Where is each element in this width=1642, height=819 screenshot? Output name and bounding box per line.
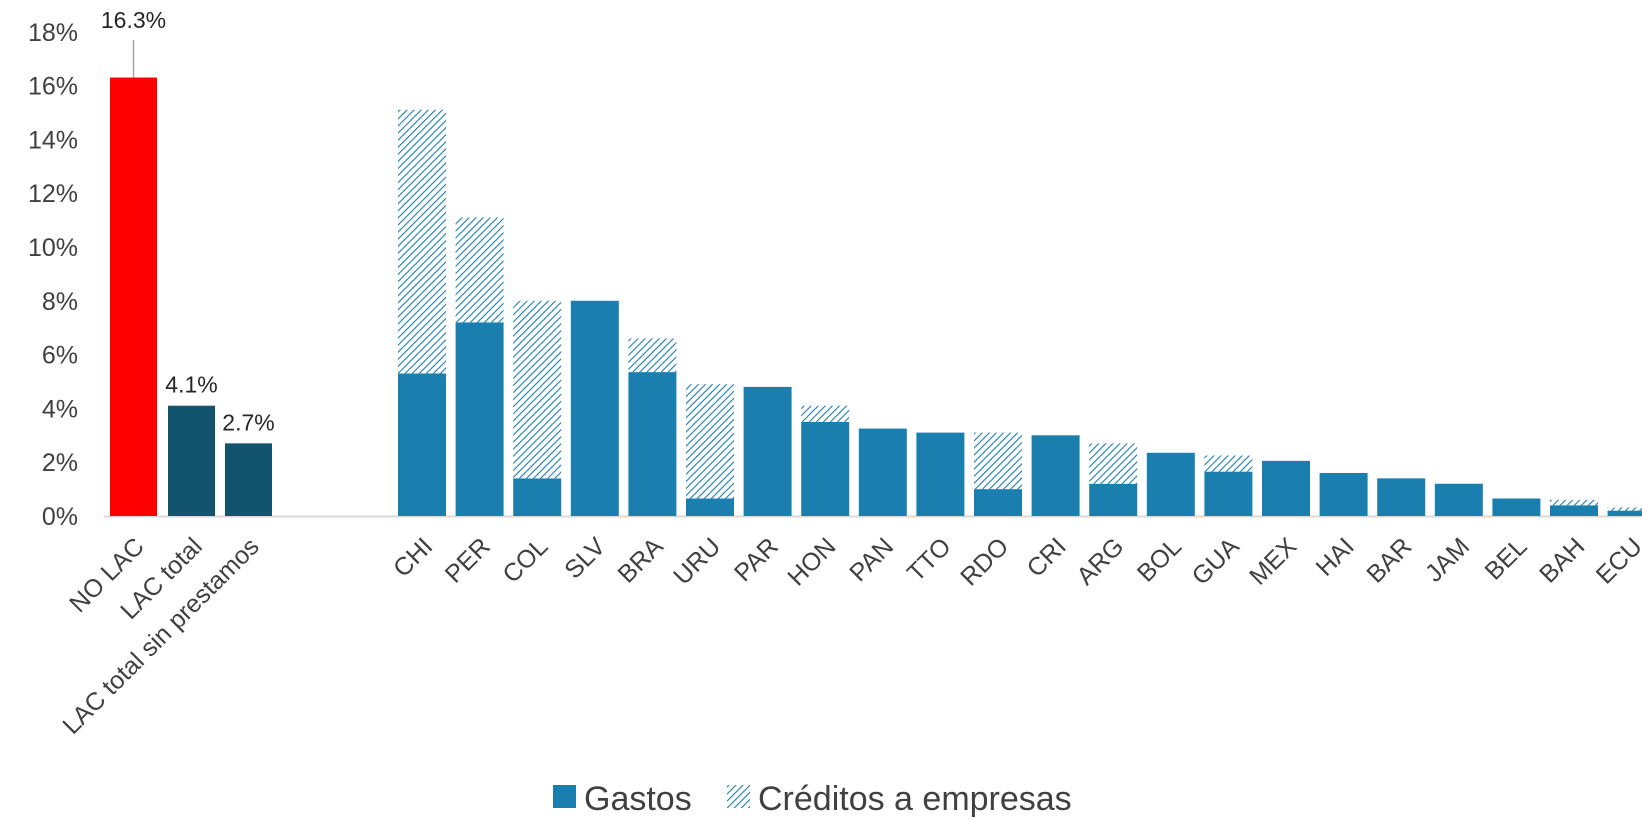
bar-gastos [570, 300, 619, 516]
y-tick-label: 8% [42, 288, 78, 316]
bar-gastos [1089, 483, 1138, 516]
bar-creditos [1607, 507, 1642, 511]
y-tick-label: 18% [28, 19, 78, 47]
bar-creditos [686, 384, 734, 499]
y-tick-label: 14% [28, 126, 78, 154]
x-tick-label: BOL [1132, 532, 1187, 587]
x-tick-label: TTO [902, 532, 957, 587]
bars [110, 77, 1642, 516]
bar-creditos [455, 217, 504, 323]
x-tick-label: SLV [559, 532, 611, 584]
bar-gastos [398, 373, 446, 516]
bar-gastos [1492, 498, 1541, 516]
data-label: 2.7% [222, 409, 274, 435]
x-tick-label: JAM [1420, 532, 1475, 587]
x-tick-label: CHI [388, 532, 438, 582]
y-tick-label: 16% [28, 73, 78, 101]
bar-creditos [1089, 443, 1138, 484]
data-label: 4.1% [165, 372, 217, 398]
x-tick-label: GUA [1187, 532, 1245, 590]
x-tick-label: RDO [955, 532, 1014, 591]
bar-creditos [513, 300, 562, 479]
bar-gastos [1377, 478, 1426, 516]
summary-bar [168, 405, 215, 516]
bar-gastos [1319, 472, 1368, 516]
x-tick-label: ARG [1071, 532, 1129, 590]
legend-label-creditos: Créditos a empresas [758, 780, 1072, 818]
bar-gastos [1434, 483, 1483, 516]
x-tick-label: PAN [844, 532, 899, 587]
legend-swatch-creditos [727, 785, 750, 808]
bar-gastos [974, 489, 1022, 516]
data-labels: 16.3% 4.1%2.7% [101, 7, 275, 435]
bar-gastos [1550, 505, 1598, 516]
bar-creditos [628, 338, 677, 373]
y-tick-label: 2% [42, 449, 78, 477]
x-tick-label: HAI [1311, 532, 1360, 581]
x-tick-label: COL [497, 532, 553, 588]
legend-swatch-gastos [553, 785, 576, 808]
x-tick-label: PER [440, 532, 496, 588]
bar-gastos [1146, 452, 1195, 516]
y-tick-label: 6% [42, 342, 78, 370]
legend-label-gastos: Gastos [584, 780, 692, 818]
y-tick-label: 10% [28, 234, 78, 262]
y-tick-label: 12% [28, 180, 78, 208]
bar-gastos [1204, 471, 1253, 516]
bar-gastos [686, 498, 734, 516]
y-tick-label: 0% [42, 503, 78, 531]
x-tick-label: BEL [1479, 532, 1532, 585]
bar-creditos [1204, 455, 1253, 472]
x-tick-label: BAR [1361, 532, 1417, 588]
y-axis: 0% 2% 4% 6% 8% 10% 12% 14% 16% 18% [28, 19, 1642, 531]
x-tick-label: PAR [729, 532, 784, 587]
x-tick-label: BAH [1534, 532, 1590, 588]
bar-gastos [455, 322, 504, 516]
summary-bar [110, 77, 157, 516]
bar-creditos [801, 405, 850, 422]
x-tick-label: BRA [612, 532, 668, 588]
x-tick-label: ECU [1591, 532, 1642, 589]
bar-gastos [1031, 435, 1080, 516]
x-tick-label: URU [668, 532, 726, 590]
legend: Gastos Créditos a empresas [553, 780, 1072, 818]
bar-gastos [628, 372, 677, 516]
bar-gastos [743, 386, 792, 516]
data-label: 16.3% [101, 7, 166, 33]
bar-gastos [513, 478, 562, 516]
bar-gastos [1607, 510, 1642, 516]
bar-creditos [398, 109, 446, 374]
bar-creditos [974, 432, 1022, 490]
x-tick-label: MEX [1244, 532, 1302, 590]
bar-gastos [858, 428, 907, 516]
bar-gastos [801, 421, 850, 516]
bar-gastos [1262, 460, 1310, 516]
x-tick-label: CRI [1022, 532, 1072, 582]
bar-gastos [916, 432, 965, 516]
summary-bar [225, 443, 272, 516]
bar-creditos [1550, 499, 1598, 506]
y-tick-label: 4% [42, 395, 78, 423]
x-tick-label: HON [782, 532, 841, 591]
